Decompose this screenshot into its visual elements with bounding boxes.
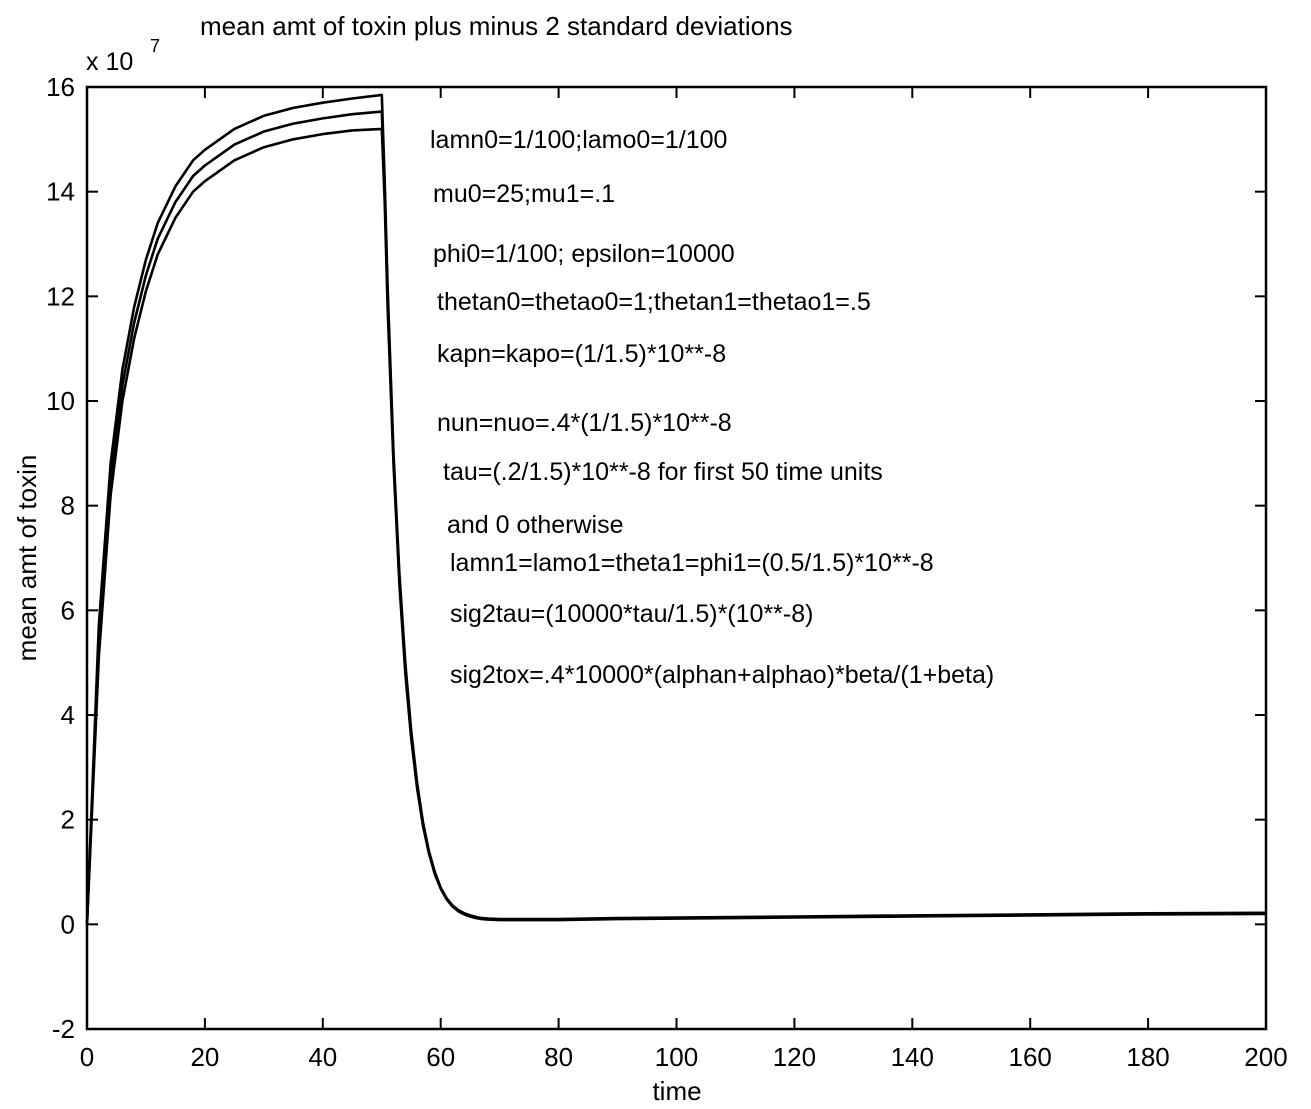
x-tick-label: 80 xyxy=(544,1042,573,1072)
y-tick-label: 16 xyxy=(46,72,75,102)
series-line-1 xyxy=(85,93,1267,925)
x-tick-label: 60 xyxy=(426,1042,455,1072)
annotation-11: sig2tox=.4*10000*(alphan+alphao)*beta/(1… xyxy=(450,661,994,689)
y-tick-label: 2 xyxy=(61,805,75,835)
annotation-3: phi0=1/100; epsilon=10000 xyxy=(433,240,735,268)
y-tick-label: -2 xyxy=(52,1014,75,1044)
y-tick-labels: -2 0 2 4 6 8 10 12 14 16 xyxy=(46,72,75,1044)
series-line-2 xyxy=(85,110,1267,925)
x-tick-label: 120 xyxy=(773,1042,816,1072)
plot-frame xyxy=(85,85,1268,1031)
y-tick-label: 4 xyxy=(61,700,75,730)
x-tick-label: 140 xyxy=(891,1042,934,1072)
y-tick-label: 6 xyxy=(61,595,75,625)
x-tick-label: 200 xyxy=(1244,1042,1287,1072)
series-lines xyxy=(85,93,1267,925)
y-tick-label: 8 xyxy=(61,491,75,521)
x-tick-label: 0 xyxy=(80,1042,94,1072)
x-tick-label: 160 xyxy=(1009,1042,1052,1072)
x-tick-label: 20 xyxy=(190,1042,219,1072)
x-tick-label: 40 xyxy=(308,1042,337,1072)
parameter-annotations: lamn0=1/100;lamo0=1/100 mu0=25;mu1=.1 ph… xyxy=(430,126,994,689)
annotation-5: kapn=kapo=(1/1.5)*10**-8 xyxy=(437,340,726,368)
y-multiplier-base: x 10 xyxy=(86,48,133,76)
annotation-8: and 0 otherwise xyxy=(447,511,624,539)
annotation-1: lamn0=1/100;lamo0=1/100 xyxy=(430,126,727,154)
y-tick-label: 0 xyxy=(61,909,75,939)
annotation-4: thetan0=thetao0=1;thetan1=thetao1=.5 xyxy=(437,288,871,316)
x-tick-labels: 0 20 40 60 80 100 120 140 160 180 200 xyxy=(80,1042,1288,1072)
annotation-2: mu0=25;mu1=.1 xyxy=(433,180,615,208)
x-axis-label: time xyxy=(652,1076,701,1106)
y-tick-label: 12 xyxy=(46,281,75,311)
annotation-7: tau=(.2/1.5)*10**-8 for first 50 time un… xyxy=(443,458,883,486)
x-tick-label: 180 xyxy=(1126,1042,1169,1072)
chart-title: mean amt of toxin plus minus 2 standard … xyxy=(200,11,793,41)
y-tick-label: 10 xyxy=(46,386,75,416)
series-line-3 xyxy=(85,127,1267,925)
annotation-10: sig2tau=(10000*tau/1.5)*(10**-8) xyxy=(450,600,813,628)
annotation-6: nun=nuo=.4*(1/1.5)*10**-8 xyxy=(437,409,732,437)
y-multiplier-exponent: 7 xyxy=(150,36,160,56)
y-axis-label: mean amt of toxin xyxy=(12,455,42,662)
y-tick-label: 14 xyxy=(46,177,75,207)
x-tick-label: 100 xyxy=(655,1042,698,1072)
annotation-9: lamn1=lamo1=theta1=phi1=(0.5/1.5)*10**-8 xyxy=(450,549,934,577)
